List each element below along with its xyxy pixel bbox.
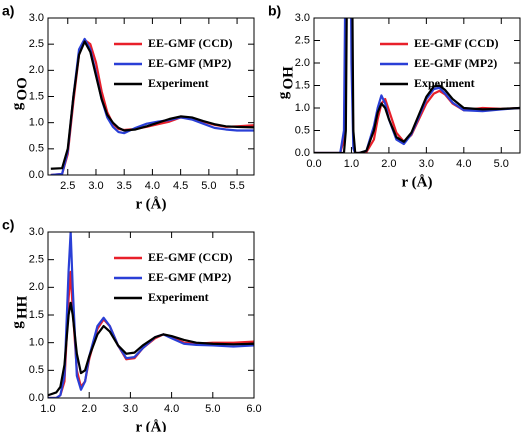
y-tick-label: 1.0 bbox=[295, 102, 310, 114]
x-axis-label: r (Å) bbox=[402, 174, 433, 190]
y-tick-label: 2.0 bbox=[295, 57, 310, 69]
line-series bbox=[314, 18, 520, 153]
y-axis-label-main: g bbox=[9, 102, 25, 110]
x-tick-label: 5.0 bbox=[205, 403, 220, 415]
y-tick-label: 2.0 bbox=[29, 281, 44, 293]
panel-label: a) bbox=[2, 3, 14, 19]
plot-frame bbox=[47, 17, 255, 176]
x-tick-label: 3.5 bbox=[117, 180, 132, 192]
y-tick-label: 2.0 bbox=[29, 64, 44, 76]
y-axis-label-main: g bbox=[275, 91, 291, 99]
x-tick-label: 2.0 bbox=[381, 158, 396, 170]
x-tick-label: 4.5 bbox=[173, 180, 188, 192]
x-tick-label: 3.0 bbox=[123, 403, 138, 415]
legend-label: Experiment bbox=[148, 290, 209, 304]
y-tick-label: 0.5 bbox=[29, 143, 44, 155]
y-tick-label: 0.0 bbox=[295, 147, 310, 159]
y-tick-label: 2.5 bbox=[29, 38, 44, 50]
y-tick-label: 0.0 bbox=[29, 392, 44, 404]
legend-label: EE-GMF (MP2) bbox=[148, 56, 231, 70]
y-tick-label: 3.0 bbox=[29, 226, 44, 238]
y-axis-label-sub: HH bbox=[14, 295, 30, 319]
y-tick-label: 3.0 bbox=[295, 12, 310, 24]
legend-label: EE-GMF (CCD) bbox=[148, 36, 233, 50]
panel-label: c) bbox=[2, 217, 14, 233]
y-tick-label: 3.0 bbox=[29, 12, 44, 24]
x-tick-label: 3.0 bbox=[88, 180, 103, 192]
legend-label: EE-GMF (CCD) bbox=[148, 250, 233, 264]
panel-label: b) bbox=[268, 3, 281, 19]
legend-label: EE-GMF (CCD) bbox=[414, 36, 499, 50]
line-series bbox=[50, 40, 254, 170]
y-axis-label-sub: OH bbox=[280, 66, 296, 90]
x-axis-label: r (Å) bbox=[136, 419, 167, 432]
x-tick-label: 2.5 bbox=[60, 180, 75, 192]
y-tick-label: 1.5 bbox=[29, 309, 44, 321]
y-tick-label: 0.5 bbox=[295, 124, 310, 136]
x-tick-label: 5.0 bbox=[201, 180, 216, 192]
x-tick-label: 1.0 bbox=[40, 403, 55, 415]
x-tick-label: 4.0 bbox=[164, 403, 179, 415]
y-axis-label-sub: OO bbox=[14, 77, 30, 100]
x-tick-label: 5.5 bbox=[229, 180, 244, 192]
y-axis-label: gOH bbox=[275, 66, 296, 99]
y-tick-label: 0.5 bbox=[29, 364, 44, 376]
line-series bbox=[314, 18, 520, 153]
x-axis-label: r (Å) bbox=[136, 196, 167, 212]
y-tick-label: 1.5 bbox=[29, 90, 44, 102]
plot-area bbox=[50, 37, 254, 175]
y-tick-label: 1.5 bbox=[295, 79, 310, 91]
x-tick-label: 4.0 bbox=[145, 180, 160, 192]
y-tick-label: 2.5 bbox=[29, 254, 44, 266]
y-tick-label: 1.0 bbox=[29, 337, 44, 349]
plot-frame bbox=[47, 231, 255, 399]
plot-frame bbox=[313, 17, 521, 154]
legend-label: EE-GMF (MP2) bbox=[148, 270, 231, 284]
y-axis-label-main: g bbox=[9, 321, 25, 329]
plot-area bbox=[314, 18, 520, 153]
x-tick-label: 4.0 bbox=[456, 158, 471, 170]
y-tick-label: 1.0 bbox=[29, 117, 44, 129]
legend-label: Experiment bbox=[414, 76, 475, 90]
x-tick-label: 1.0 bbox=[344, 158, 359, 170]
line-series bbox=[48, 301, 254, 397]
legend-label: Experiment bbox=[148, 76, 209, 90]
y-axis-label: g HH bbox=[9, 295, 30, 328]
legend-label: EE-GMF (MP2) bbox=[414, 56, 497, 70]
y-tick-label: 0.0 bbox=[29, 169, 44, 181]
y-axis-label: g OO bbox=[9, 77, 30, 110]
x-tick-label: 0.0 bbox=[306, 158, 321, 170]
x-tick-label: 2.0 bbox=[82, 403, 97, 415]
x-tick-label: 5.0 bbox=[494, 158, 509, 170]
line-series bbox=[48, 232, 254, 398]
plot-area bbox=[48, 232, 254, 398]
x-tick-label: 3.0 bbox=[419, 158, 434, 170]
x-tick-label: 6.0 bbox=[246, 403, 261, 415]
y-tick-label: 2.5 bbox=[295, 34, 310, 46]
